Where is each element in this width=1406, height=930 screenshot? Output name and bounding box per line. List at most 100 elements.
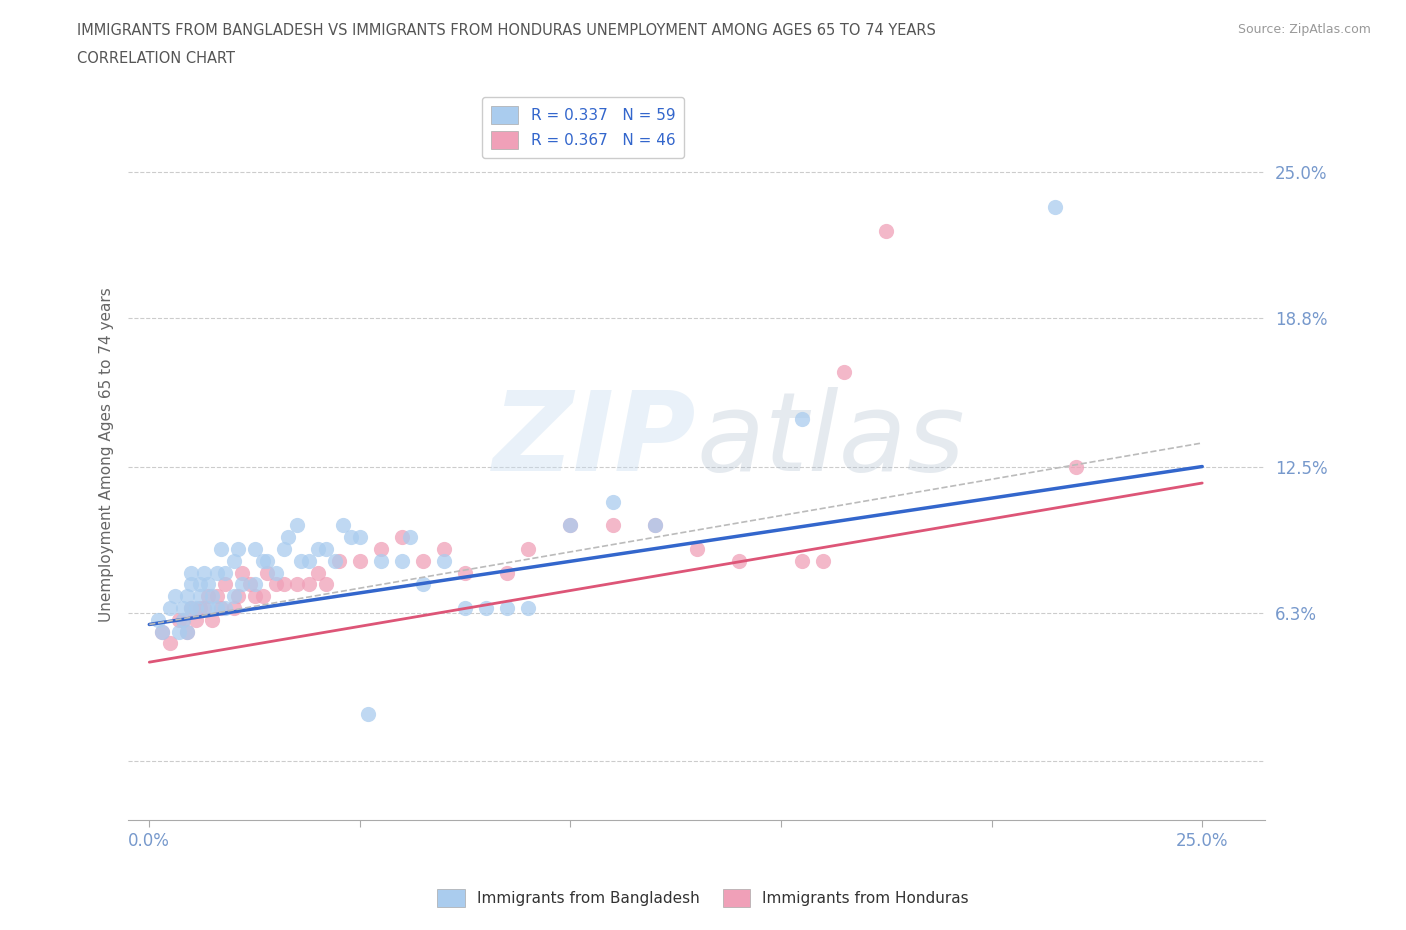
Point xyxy=(686,541,709,556)
Point xyxy=(193,601,215,616)
Point xyxy=(315,541,337,556)
Point xyxy=(243,541,266,556)
Point xyxy=(273,577,295,591)
Point xyxy=(188,601,211,616)
Point xyxy=(222,553,245,568)
Point xyxy=(184,601,207,616)
Point xyxy=(370,553,392,568)
Point xyxy=(340,530,363,545)
Point xyxy=(163,589,186,604)
Text: ZIP: ZIP xyxy=(494,387,697,494)
Point xyxy=(150,624,173,639)
Point xyxy=(172,612,194,627)
Point xyxy=(231,577,253,591)
Point xyxy=(277,530,299,545)
Point xyxy=(252,589,274,604)
Point xyxy=(433,553,456,568)
Point xyxy=(188,589,211,604)
Point xyxy=(231,565,253,580)
Point xyxy=(307,565,329,580)
Point xyxy=(252,553,274,568)
Point xyxy=(875,223,897,238)
Point xyxy=(290,553,312,568)
Point xyxy=(349,530,371,545)
Point xyxy=(412,553,434,568)
Point xyxy=(197,589,219,604)
Point xyxy=(201,612,224,627)
Point xyxy=(201,589,224,604)
Point xyxy=(222,601,245,616)
Point xyxy=(159,601,181,616)
Point xyxy=(264,577,287,591)
Point xyxy=(412,577,434,591)
Point xyxy=(349,553,371,568)
Point xyxy=(226,589,249,604)
Point xyxy=(323,553,346,568)
Point xyxy=(475,601,498,616)
Point xyxy=(644,518,666,533)
Point xyxy=(328,553,350,568)
Legend: R = 0.337   N = 59, R = 0.367   N = 46: R = 0.337 N = 59, R = 0.367 N = 46 xyxy=(482,97,685,158)
Point xyxy=(222,589,245,604)
Point xyxy=(205,565,228,580)
Point xyxy=(496,601,519,616)
Point xyxy=(496,565,519,580)
Point xyxy=(273,541,295,556)
Point xyxy=(560,518,582,533)
Point xyxy=(214,601,236,616)
Point xyxy=(832,365,855,379)
Point xyxy=(264,565,287,580)
Point xyxy=(332,518,354,533)
Point xyxy=(180,601,202,616)
Point xyxy=(315,577,337,591)
Point xyxy=(180,601,202,616)
Point xyxy=(180,577,202,591)
Legend: Immigrants from Bangladesh, Immigrants from Honduras: Immigrants from Bangladesh, Immigrants f… xyxy=(432,884,974,913)
Point xyxy=(239,577,262,591)
Point xyxy=(454,565,477,580)
Point xyxy=(193,565,215,580)
Point xyxy=(391,530,413,545)
Point xyxy=(370,541,392,556)
Text: CORRELATION CHART: CORRELATION CHART xyxy=(77,51,235,66)
Point xyxy=(790,412,813,427)
Point xyxy=(1043,200,1066,215)
Point xyxy=(433,541,456,556)
Point xyxy=(454,601,477,616)
Point xyxy=(298,577,321,591)
Point xyxy=(176,624,198,639)
Point xyxy=(602,495,624,510)
Point xyxy=(811,553,834,568)
Point xyxy=(197,601,219,616)
Point xyxy=(146,612,169,627)
Point xyxy=(399,530,422,545)
Point xyxy=(184,612,207,627)
Point xyxy=(285,518,308,533)
Y-axis label: Unemployment Among Ages 65 to 74 years: Unemployment Among Ages 65 to 74 years xyxy=(100,287,114,622)
Point xyxy=(790,553,813,568)
Point xyxy=(391,553,413,568)
Point xyxy=(167,624,190,639)
Point xyxy=(517,541,540,556)
Point xyxy=(226,541,249,556)
Point xyxy=(209,601,232,616)
Point xyxy=(728,553,751,568)
Point xyxy=(307,541,329,556)
Point xyxy=(209,541,232,556)
Point xyxy=(172,601,194,616)
Point xyxy=(560,518,582,533)
Point xyxy=(197,577,219,591)
Point xyxy=(1064,459,1087,474)
Point xyxy=(256,565,278,580)
Point xyxy=(176,624,198,639)
Point xyxy=(205,601,228,616)
Point xyxy=(357,707,380,722)
Text: atlas: atlas xyxy=(697,387,966,494)
Point xyxy=(602,518,624,533)
Text: Source: ZipAtlas.com: Source: ZipAtlas.com xyxy=(1237,23,1371,36)
Point xyxy=(180,565,202,580)
Point xyxy=(256,553,278,568)
Point xyxy=(205,589,228,604)
Point xyxy=(298,553,321,568)
Point xyxy=(176,589,198,604)
